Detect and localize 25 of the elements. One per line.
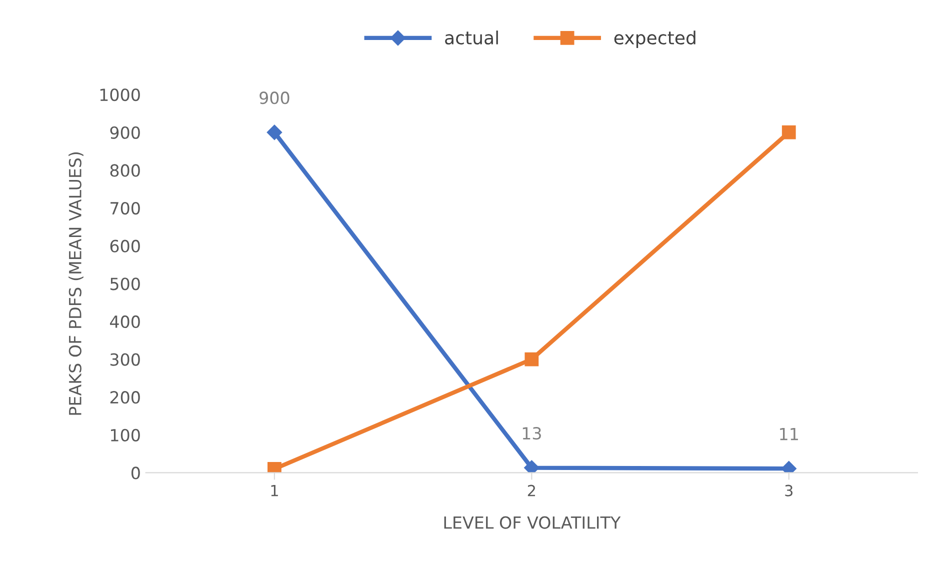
y-tick-label: 0 (131, 466, 140, 480)
y-tick-label: 600 (110, 240, 140, 252)
data-label: 11 (780, 428, 798, 440)
data-label: 13 (522, 426, 541, 440)
data-label: 900 (260, 92, 290, 104)
x-tick-label: 1 (271, 485, 278, 496)
y-tick-label: 800 (110, 164, 140, 177)
legend-label: actual (445, 30, 498, 45)
point (266, 124, 282, 140)
y-tick-label: 1000 (100, 88, 140, 102)
y-tick-label: 400 (110, 315, 140, 328)
y-axis-title: PEAKS OF PDFS (MEAN VALUES) (68, 152, 84, 415)
x-tick-label: 2 (528, 484, 535, 496)
y-tick-label: 200 (110, 391, 140, 404)
point (524, 460, 540, 473)
point (524, 352, 539, 366)
x-axis-title: LEVEL OF VOLATILITY (444, 516, 621, 529)
x-tick-label: 3 (785, 484, 793, 496)
y-tick-label: 700 (110, 202, 140, 215)
y-tick-label: 300 (110, 353, 140, 366)
y-tick-label: 500 (110, 278, 140, 290)
point (782, 125, 796, 140)
y-tick-label: 100 (111, 428, 140, 442)
legend-label: expected (614, 30, 696, 48)
y-tick-label: 900 (110, 126, 140, 139)
